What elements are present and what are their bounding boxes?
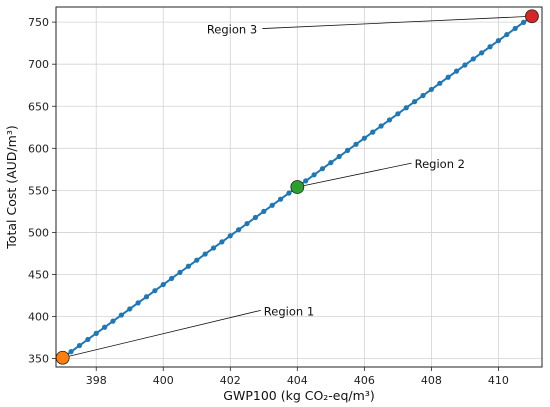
series-point: [319, 166, 326, 172]
annotation-leader-line: [297, 162, 412, 188]
x-tick-label: 404: [287, 374, 308, 387]
x-tick-label: 408: [421, 374, 442, 387]
series-point: [487, 44, 493, 50]
series-point: [345, 147, 351, 154]
series-point: [386, 117, 393, 123]
grid-lines: [56, 7, 542, 367]
region-label: Region 3: [207, 23, 257, 37]
series-point: [194, 257, 200, 263]
region-label: Region 1: [264, 304, 314, 318]
series-point: [361, 135, 367, 141]
series-point: [102, 324, 108, 330]
series-point: [277, 196, 284, 202]
annotation-leader-line: [62, 309, 261, 359]
series-point: [311, 172, 317, 178]
series-point: [261, 208, 267, 214]
region-label: Region 2: [415, 157, 465, 171]
series-point: [85, 336, 91, 343]
series-point: [118, 312, 124, 318]
y-tick-label: 750: [28, 16, 49, 29]
y-tick-label: 350: [28, 353, 49, 366]
series-point: [512, 25, 518, 32]
series-point: [169, 275, 175, 282]
series-point: [202, 251, 208, 257]
y-tick-label: 550: [28, 184, 49, 197]
series-point: [479, 50, 485, 56]
region-marker: [290, 180, 305, 194]
series-point: [127, 306, 133, 312]
y-axis-label: Total Cost (AUD/m³): [4, 125, 19, 249]
series-point: [495, 38, 502, 44]
x-tick-label: 398: [86, 374, 107, 387]
series-point: [110, 318, 116, 324]
series-point: [504, 31, 510, 38]
series-point: [269, 202, 275, 208]
annotation-leader-line: [262, 15, 532, 29]
series-point: [177, 269, 183, 275]
x-tick-label: 406: [354, 374, 375, 387]
series-point: [219, 239, 225, 245]
series-point: [135, 300, 141, 306]
plot-frame: [55, 6, 543, 368]
y-tick-label: 400: [28, 311, 49, 324]
y-tick-label: 600: [28, 142, 49, 155]
series-point: [428, 86, 434, 93]
series-point: [437, 80, 443, 86]
y-tick-label: 450: [28, 268, 49, 281]
series-point: [445, 74, 451, 80]
series-point: [520, 19, 527, 25]
series-point: [370, 129, 376, 135]
series-point: [328, 160, 334, 166]
series-point: [160, 281, 166, 288]
series-point: [403, 105, 409, 111]
series-point: [252, 214, 259, 221]
series-point: [227, 233, 233, 239]
x-tick-label: 402: [220, 374, 241, 387]
series-point: [76, 342, 83, 349]
series-point: [210, 245, 217, 251]
x-axis-ticks: 398 400 402 404 406 408 410: [86, 367, 509, 387]
series-point: [244, 220, 250, 227]
series-point: [378, 123, 384, 129]
series-point: [412, 99, 418, 105]
series-point: [185, 263, 191, 269]
series-point: [353, 141, 359, 147]
x-tick-label: 410: [488, 374, 509, 387]
series-point: [453, 68, 460, 74]
y-axis-ticks: 350 400 450 500 550 600 650 700 750: [28, 16, 56, 366]
series-point: [152, 288, 158, 294]
region-annotations: Region 1 Region 2 Region 3: [55, 9, 539, 365]
y-tick-label: 700: [28, 58, 49, 71]
series-point: [143, 294, 150, 300]
region-marker: [55, 350, 70, 365]
series-point: [68, 349, 74, 355]
series-point: [303, 178, 309, 184]
x-tick-label: 400: [153, 374, 174, 387]
y-tick-label: 500: [28, 226, 49, 239]
series-point: [420, 92, 426, 99]
series-point: [286, 190, 292, 196]
y-tick-label: 650: [28, 100, 49, 113]
series-point: [93, 330, 99, 336]
series-point: [236, 227, 242, 233]
series-point: [395, 111, 401, 117]
series-point: [336, 153, 342, 160]
series-point: [462, 62, 468, 68]
series-point: [470, 56, 476, 62]
region-marker: [525, 9, 539, 24]
x-axis-label: GWP100 (kg CO₂-eq/m³): [223, 388, 374, 403]
